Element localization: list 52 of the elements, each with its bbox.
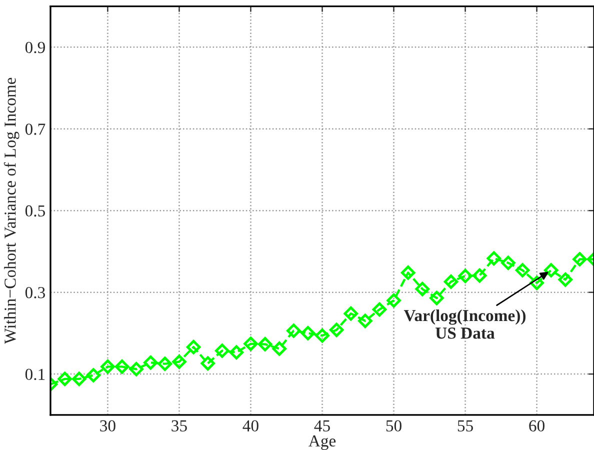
point bbox=[114, 360, 130, 374]
point bbox=[386, 293, 401, 308]
point bbox=[444, 274, 458, 289]
y-tick-label: 0.7 bbox=[25, 124, 46, 135]
x-tick-label: 50 bbox=[386, 420, 402, 432]
point bbox=[430, 290, 444, 306]
point bbox=[200, 356, 215, 371]
point bbox=[572, 252, 587, 266]
point bbox=[315, 328, 330, 343]
point bbox=[530, 276, 544, 290]
x-tick-label: 45 bbox=[314, 420, 330, 432]
point bbox=[244, 336, 258, 351]
point bbox=[129, 362, 144, 376]
point bbox=[501, 256, 516, 270]
point bbox=[486, 251, 502, 266]
point bbox=[100, 360, 115, 374]
point bbox=[72, 372, 86, 386]
x-tick-label: 55 bbox=[458, 420, 473, 432]
point bbox=[214, 344, 230, 358]
point bbox=[286, 324, 301, 338]
point bbox=[229, 345, 244, 360]
point bbox=[86, 368, 101, 382]
x-tick-label: 35 bbox=[172, 420, 187, 432]
y-tick-label: 0.1 bbox=[25, 368, 45, 380]
y-tick-label: 0.5 bbox=[25, 205, 45, 217]
point bbox=[258, 337, 272, 352]
point bbox=[558, 272, 573, 287]
point bbox=[300, 326, 316, 340]
point bbox=[358, 314, 372, 328]
point bbox=[172, 354, 186, 369]
point bbox=[458, 268, 472, 284]
point bbox=[143, 355, 158, 370]
point bbox=[58, 372, 72, 386]
point bbox=[158, 356, 172, 371]
point bbox=[544, 263, 558, 278]
point bbox=[372, 302, 387, 317]
annotation: Var(log(Income)) US Data bbox=[404, 309, 526, 339]
y-axis-title: Within−Cohort Variance of Log Income bbox=[4, 78, 20, 344]
x-tick-label: 30 bbox=[100, 420, 116, 432]
y-tick-label: 0.3 bbox=[25, 287, 45, 298]
point bbox=[515, 263, 530, 278]
y-tick-label: 0.9 bbox=[25, 42, 45, 54]
point bbox=[415, 282, 430, 296]
x-tick-label: 60 bbox=[529, 420, 544, 432]
point bbox=[400, 266, 416, 280]
point bbox=[472, 268, 487, 283]
point bbox=[344, 306, 358, 321]
point bbox=[186, 340, 201, 354]
point bbox=[272, 342, 286, 356]
x-axis-title: Age bbox=[308, 435, 336, 450]
x-tick-label: 40 bbox=[242, 420, 258, 432]
point bbox=[329, 322, 344, 338]
